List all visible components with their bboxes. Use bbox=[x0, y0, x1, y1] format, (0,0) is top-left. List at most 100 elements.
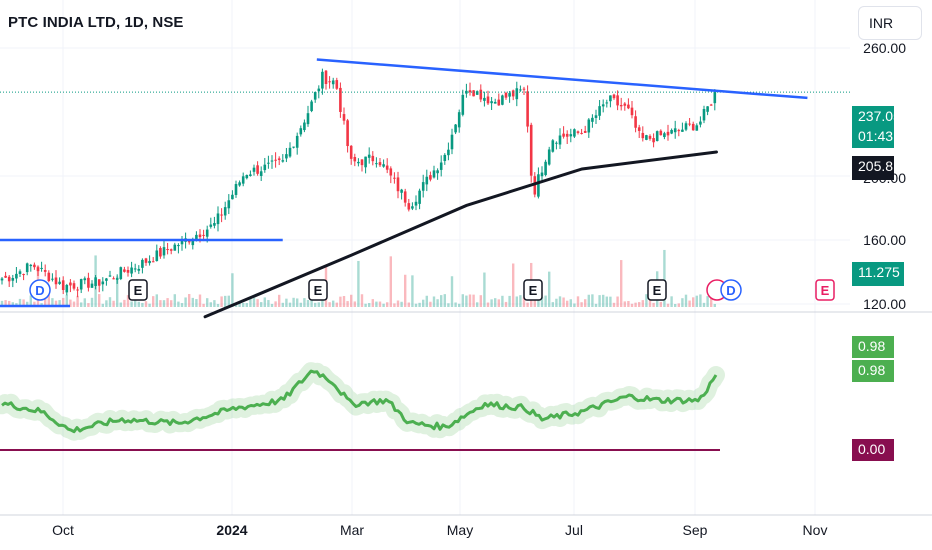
volume-bar bbox=[519, 295, 522, 307]
candle bbox=[151, 261, 155, 263]
volume-bar bbox=[598, 295, 601, 307]
volume-bar bbox=[681, 298, 684, 307]
earnings-icon[interactable]: E bbox=[815, 279, 835, 301]
volume-bar bbox=[339, 296, 342, 307]
volume-bar bbox=[224, 295, 227, 307]
candle bbox=[353, 156, 357, 162]
candle bbox=[396, 177, 400, 192]
volume-bar bbox=[270, 303, 274, 307]
volume-bar bbox=[666, 303, 670, 307]
candle bbox=[544, 161, 547, 176]
candle bbox=[187, 241, 191, 243]
candle bbox=[97, 279, 101, 286]
candle bbox=[349, 145, 353, 159]
volume-bar bbox=[465, 295, 468, 307]
volume-bar bbox=[540, 296, 544, 307]
volume-bar bbox=[256, 299, 259, 307]
candle bbox=[313, 92, 317, 100]
volume-bar bbox=[98, 294, 101, 307]
dividend-icon[interactable]: D bbox=[720, 279, 742, 301]
volume-bar bbox=[508, 295, 511, 307]
volume-bar bbox=[263, 297, 266, 307]
volume-bar bbox=[314, 302, 317, 307]
candle bbox=[259, 171, 263, 176]
volume-bar bbox=[321, 296, 324, 307]
candle bbox=[245, 175, 249, 179]
candle bbox=[342, 114, 346, 121]
candle bbox=[231, 194, 234, 200]
volume-bar bbox=[357, 260, 360, 307]
symbol-title[interactable]: PTC INDIA LTD, 1D, NSE bbox=[8, 14, 184, 31]
candle bbox=[393, 177, 396, 179]
volume-bar bbox=[65, 294, 68, 307]
dividend-icon[interactable]: D bbox=[29, 279, 51, 301]
volume-bar bbox=[162, 300, 166, 307]
candle bbox=[475, 91, 479, 95]
earnings-icon[interactable]: E bbox=[308, 279, 328, 301]
x-axis-label: May bbox=[446, 522, 474, 538]
candle bbox=[612, 94, 616, 99]
candle bbox=[180, 239, 184, 245]
candle bbox=[382, 164, 385, 167]
candle bbox=[587, 119, 591, 133]
candle bbox=[389, 168, 393, 176]
indicator-line bbox=[1, 369, 718, 434]
candle bbox=[468, 90, 472, 93]
candle bbox=[15, 273, 18, 279]
candle bbox=[328, 81, 331, 83]
candle bbox=[641, 132, 645, 139]
volume-bar bbox=[605, 296, 608, 307]
event-marker-shape bbox=[308, 279, 328, 301]
candle bbox=[414, 201, 418, 206]
candle bbox=[461, 94, 465, 115]
candle bbox=[526, 91, 529, 127]
volume-bar bbox=[180, 303, 184, 307]
volume-bars bbox=[0, 249, 716, 307]
volume-bar bbox=[634, 302, 637, 307]
volume-bar bbox=[126, 295, 130, 307]
currency-selector[interactable]: INR bbox=[858, 6, 922, 40]
candle bbox=[418, 190, 421, 204]
volume-bar bbox=[144, 301, 148, 307]
candle bbox=[576, 131, 580, 133]
candle bbox=[411, 206, 414, 209]
candle bbox=[645, 135, 648, 140]
candle bbox=[403, 191, 407, 203]
candle bbox=[0, 278, 4, 281]
candle bbox=[76, 289, 79, 291]
earnings-icon[interactable]: E bbox=[128, 279, 148, 301]
candle bbox=[137, 268, 141, 271]
candle bbox=[594, 115, 598, 118]
candle bbox=[270, 160, 274, 162]
volume-bar bbox=[134, 299, 137, 307]
trendline[interactable] bbox=[316, 58, 808, 100]
earnings-icon[interactable]: E bbox=[647, 279, 667, 301]
volume-bar bbox=[62, 297, 65, 307]
candle bbox=[400, 189, 403, 193]
volume-bar bbox=[299, 302, 302, 307]
volume-bar bbox=[231, 273, 234, 307]
candle bbox=[58, 281, 61, 284]
candle bbox=[223, 207, 227, 216]
volume-bar bbox=[692, 297, 695, 307]
volume-bar bbox=[648, 299, 652, 307]
volume-bar bbox=[396, 300, 400, 307]
candle bbox=[51, 278, 54, 280]
candle bbox=[94, 277, 97, 286]
candle bbox=[706, 106, 709, 112]
candle bbox=[573, 129, 576, 137]
candle bbox=[119, 267, 123, 279]
event-marker-shape bbox=[29, 279, 51, 301]
candle bbox=[407, 203, 411, 210]
volume-bar bbox=[548, 271, 551, 307]
volume-bar bbox=[706, 296, 709, 307]
sma-value-tag: 205.81 bbox=[852, 156, 901, 180]
event-marker-label: E bbox=[653, 283, 662, 298]
earnings-icon[interactable]: E bbox=[523, 279, 543, 301]
candle bbox=[274, 159, 277, 161]
volume-bar bbox=[620, 260, 623, 307]
moving-average-line bbox=[203, 150, 719, 319]
countdown-tag: 01:43:23 bbox=[852, 126, 913, 148]
volume-bar bbox=[486, 302, 490, 307]
